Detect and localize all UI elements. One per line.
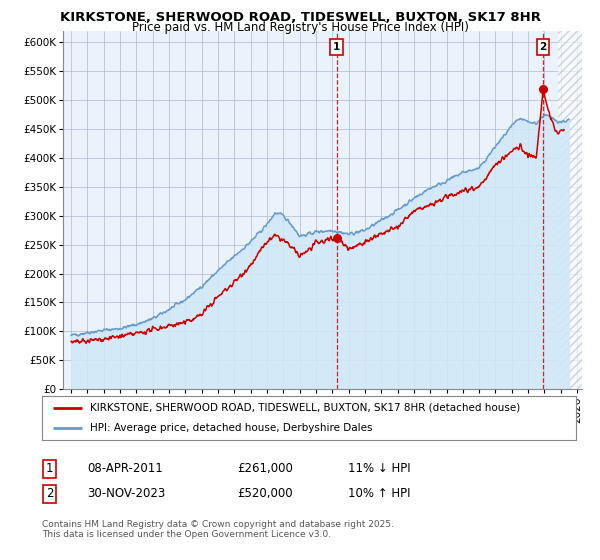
Text: 11% ↓ HPI: 11% ↓ HPI: [348, 462, 410, 475]
Text: 1: 1: [46, 462, 53, 475]
Text: 2: 2: [539, 42, 547, 52]
Text: Price paid vs. HM Land Registry's House Price Index (HPI): Price paid vs. HM Land Registry's House …: [131, 21, 469, 34]
Text: KIRKSTONE, SHERWOOD ROAD, TIDESWELL, BUXTON, SK17 8HR: KIRKSTONE, SHERWOOD ROAD, TIDESWELL, BUX…: [59, 11, 541, 24]
Text: 08-APR-2011: 08-APR-2011: [87, 462, 163, 475]
Text: 10% ↑ HPI: 10% ↑ HPI: [348, 487, 410, 501]
Text: Contains HM Land Registry data © Crown copyright and database right 2025.
This d: Contains HM Land Registry data © Crown c…: [42, 520, 394, 539]
Text: 2: 2: [46, 487, 53, 501]
Text: £261,000: £261,000: [237, 462, 293, 475]
Text: KIRKSTONE, SHERWOOD ROAD, TIDESWELL, BUXTON, SK17 8HR (detached house): KIRKSTONE, SHERWOOD ROAD, TIDESWELL, BUX…: [90, 403, 520, 413]
Text: HPI: Average price, detached house, Derbyshire Dales: HPI: Average price, detached house, Derb…: [90, 423, 373, 433]
Text: 1: 1: [333, 42, 340, 52]
Text: 30-NOV-2023: 30-NOV-2023: [87, 487, 165, 501]
Text: £520,000: £520,000: [237, 487, 293, 501]
